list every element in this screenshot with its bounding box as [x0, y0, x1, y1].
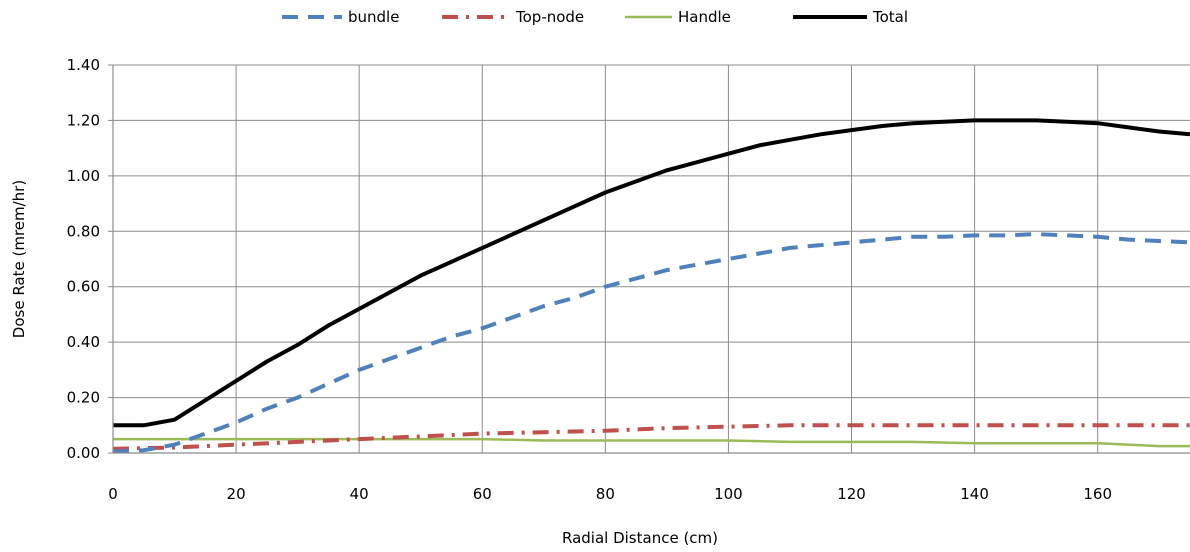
y-tick-label: 1.00 [67, 167, 100, 185]
y-tick-label: 1.40 [67, 56, 100, 74]
series-line-total [113, 118, 1190, 428]
x-tick-label: 80 [596, 485, 615, 503]
x-axis-title: Radial Distance (cm) [562, 529, 718, 547]
y-tick-label: 0.00 [67, 444, 100, 462]
y-tick-label: 0.80 [67, 222, 100, 240]
legend: bundle Top-node Handle Total [282, 8, 908, 26]
x-tick-label: 40 [350, 485, 369, 503]
x-tick-label: 100 [714, 485, 743, 503]
grid [113, 64, 1190, 454]
x-tick-label: 0 [108, 485, 118, 503]
y-tick-label: 0.40 [67, 333, 100, 351]
legend-label-bundle: bundle [348, 8, 399, 26]
x-tick-label: 160 [1083, 485, 1112, 503]
axes: 0.00 0.20 0.40 0.60 0.80 1.00 1.20 1.40 0 20 40 60 8… [67, 56, 1190, 503]
x-tick-label: 20 [227, 485, 246, 503]
x-tick-label: 60 [473, 485, 492, 503]
series-layer [112, 118, 1190, 454]
x-tick-label: 120 [837, 485, 866, 503]
legend-label-total: Total [872, 8, 908, 26]
y-tick-label: 0.60 [67, 278, 100, 296]
legend-label-handle: Handle [678, 8, 731, 26]
y-axis-title: Dose Rate (mrem/hr) [10, 180, 28, 338]
legend-label-top-node: Top-node [515, 8, 584, 26]
series-line-bundle [112, 232, 1190, 454]
series-line-top-node [112, 423, 1190, 451]
x-tick-label: 140 [960, 485, 989, 503]
y-tick-label: 0.20 [67, 389, 100, 407]
series-line-handle [113, 437, 1190, 448]
y-tick-label: 1.20 [67, 111, 100, 129]
